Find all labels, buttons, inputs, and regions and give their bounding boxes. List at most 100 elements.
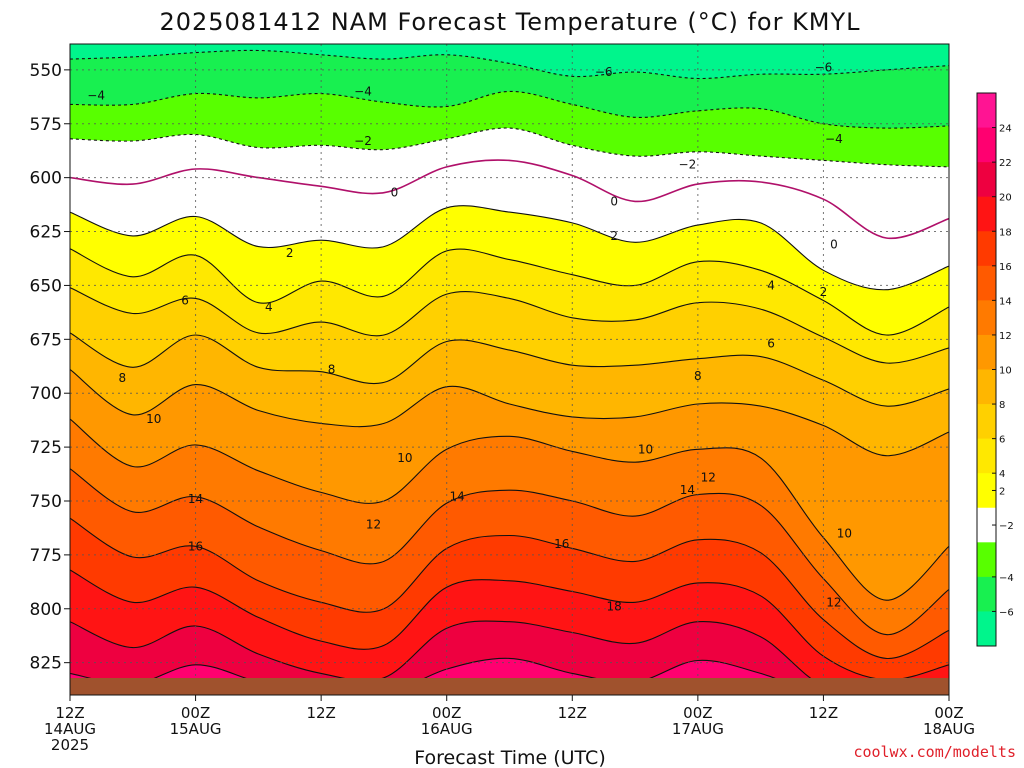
colorbar-swatch (977, 265, 996, 301)
colorbar-legend: 24 22 20 18 16 14 12 10 8 6 4 2 −2 −4 −6 (976, 92, 1014, 647)
isotherm-label: 2 (820, 285, 828, 299)
y-tick-label: 575 (30, 115, 62, 135)
x-tick-label: 12Z (809, 704, 838, 722)
colorbar-label: 14 (999, 296, 1012, 307)
isotherm-label: 8 (328, 363, 336, 377)
y-tick-label: 550 (30, 61, 62, 81)
isotherm-line-8 (70, 332, 949, 407)
credit-link[interactable]: coolwx.com/modelts (853, 743, 1016, 761)
y-tick-label: 725 (30, 438, 62, 458)
x-tick-label: 17AUG (672, 720, 724, 738)
y-tick-label: 625 (30, 223, 62, 243)
x-tick-label: 16AUG (421, 720, 473, 738)
plot-frame (69, 43, 950, 696)
colorbar-swatch (977, 162, 996, 198)
isotherm-line--6 (70, 49, 949, 80)
colorbar-swatch (977, 473, 996, 509)
y-tick-label: 775 (30, 546, 62, 566)
isotherm-label: 0 (830, 237, 838, 251)
isotherm-label: 12 (826, 595, 841, 609)
isotherm-label: −6 (815, 61, 833, 75)
x-tick-label: 2025 (51, 736, 89, 754)
colorbar-label: 8 (999, 400, 1005, 411)
isotherm-label: −4 (354, 84, 372, 98)
colorbar-swatch (977, 300, 996, 336)
colorbar-label: 24 (999, 124, 1012, 135)
isotherm-label: 10 (146, 412, 161, 426)
colorbar-label: 16 (999, 262, 1012, 273)
isotherm-label: 18 (607, 600, 622, 614)
isotherm-line-4 (70, 248, 949, 336)
ground-strip (70, 678, 949, 695)
colorbar-label: 18 (999, 227, 1012, 238)
isotherm-label: 12 (701, 470, 716, 484)
colorbar-label: 22 (999, 158, 1012, 169)
colorbar-label: 2 (999, 486, 1005, 497)
isotherm-line-2 (70, 205, 949, 291)
isotherm-line-18 (70, 569, 949, 681)
y-tick-label: 825 (30, 654, 62, 674)
isotherm-label: 16 (188, 539, 203, 553)
isotherm-label: −2 (354, 134, 372, 148)
x-tick-label: 00Z (934, 704, 963, 722)
isotherm-lines (70, 44, 949, 695)
colorbar-swatch (977, 404, 996, 440)
isotherm-label: 4 (767, 278, 775, 292)
colorbar-label: 20 (999, 193, 1012, 204)
isotherm-label: 8 (119, 371, 127, 385)
colorbar-swatch (977, 542, 996, 578)
plot-area (70, 44, 949, 695)
colorbar-swatch (977, 127, 996, 163)
colorbar-label: 12 (999, 331, 1012, 342)
isotherm-label: 8 (694, 369, 702, 383)
x-tick-label: 18AUG (923, 720, 975, 738)
isotherm-line-12 (70, 418, 949, 601)
x-tick-label: 12Z (306, 704, 335, 722)
isotherm-label: −4 (87, 89, 105, 103)
colorbar-swatch (977, 611, 996, 647)
isotherm-line--4 (70, 90, 949, 129)
colorbar-label: 6 (999, 435, 1005, 446)
isotherm-label: 0 (610, 194, 618, 208)
x-tick-label: 00Z (432, 704, 461, 722)
isotherm-line-14 (70, 468, 949, 636)
isotherm-label: 10 (397, 451, 412, 465)
colorbar-label: 10 (999, 366, 1012, 377)
isotherm-label: 14 (188, 492, 203, 506)
isotherm-label: 12 (366, 518, 381, 532)
isotherm-label: 14 (450, 490, 465, 504)
y-tick-label: 600 (30, 169, 62, 189)
isotherm-line-6 (70, 287, 949, 364)
isotherm-label: 0 (391, 186, 399, 200)
isotherm-label: −4 (825, 132, 843, 146)
x-tick-label: 00Z (181, 704, 210, 722)
isotherm-label: −6 (595, 65, 613, 79)
colorbar-swatch (977, 576, 996, 612)
colorbar-label: −2 (999, 521, 1014, 532)
isotherm-line-10 (70, 369, 949, 457)
colorbar-label: −6 (999, 607, 1014, 618)
isotherm-line-20 (70, 620, 949, 695)
x-axis-label: Forecast Time (UTC) (414, 747, 605, 768)
x-tick-label: 14AUG (44, 720, 96, 738)
x-tick-label: 12Z (55, 704, 84, 722)
colorbar-label: 4 (999, 469, 1005, 480)
isotherm-label: 16 (554, 537, 569, 551)
colorbar-swatch (977, 507, 996, 543)
y-tick-label: 750 (30, 492, 62, 512)
chart-title: 2025081412 NAM Forecast Temperature (°C)… (159, 8, 860, 36)
x-tick-label: 00Z (683, 704, 712, 722)
isotherm-labels: −6 −6 −4 −4 −4 −2 −2 0 0 0 2 2 2 4 4 6 6 8 8 8 10 10 10 10 12 12 1… (87, 61, 852, 614)
isotherm-label: 6 (767, 337, 775, 351)
colorbar-label: −4 (999, 573, 1014, 584)
y-axis: 550 575 600 625 650 675 700 725 750 775 800 825 (30, 61, 70, 674)
colorbar-swatch (977, 369, 996, 405)
isotherm-label: 4 (265, 300, 273, 314)
colorbar-swatch (977, 93, 996, 129)
x-tick-label: 15AUG (170, 720, 222, 738)
y-tick-label: 675 (30, 330, 62, 350)
isotherm-label: 6 (181, 294, 189, 308)
isotherm-line-0 (70, 159, 949, 240)
y-tick-label: 800 (30, 600, 62, 620)
